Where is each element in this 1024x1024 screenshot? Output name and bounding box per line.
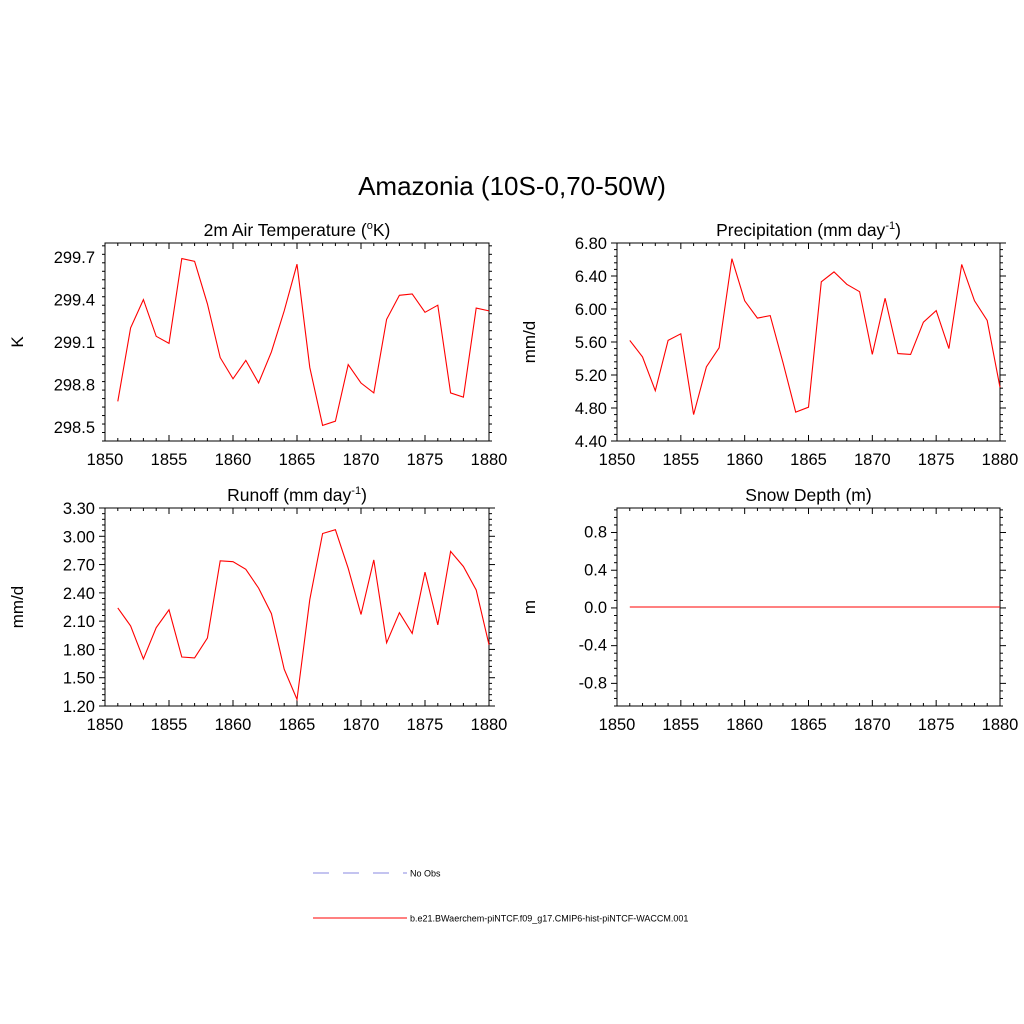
panel-title-end: K) <box>373 220 391 240</box>
x-tick-label: 1855 <box>151 716 188 734</box>
figure-title: Amazonia (10S-0,70-50W) <box>358 171 666 201</box>
y-tick-label: 6.40 <box>575 268 607 286</box>
y-tick-label: 0.0 <box>584 599 607 617</box>
y-tick-label: 299.4 <box>54 292 95 310</box>
y-tick-label: 1.50 <box>63 670 95 688</box>
x-tick-label: 1865 <box>279 716 316 734</box>
panel-top-right: 1850 1855 1860 1865 1870 1875 1880 4.40 4.80 5.20… <box>520 220 1018 469</box>
x-tick-label: 1855 <box>151 451 188 469</box>
legend: No Obs b.e21.BWaerchem-piNTCF.f09_g17.CM… <box>313 869 688 924</box>
y-tick-label: 1.20 <box>63 698 95 716</box>
y-tick-label: 4.40 <box>575 433 607 451</box>
y-tick-label: 3.00 <box>63 528 95 546</box>
x-tick-label: 1880 <box>982 451 1019 469</box>
panel-title: Snow Depth (m) <box>745 485 871 505</box>
y-axis-label: mm/d <box>520 321 539 364</box>
y-axis-label: K <box>8 336 27 348</box>
x-tick-label: 1865 <box>790 451 827 469</box>
x-tick-label: 1865 <box>790 716 827 734</box>
panel-title: 2m Air Temperature (oK) <box>204 220 391 240</box>
x-tick-label: 1860 <box>215 451 252 469</box>
panel-title-end: ) <box>895 220 901 240</box>
plot-frame <box>104 507 490 707</box>
y-tick-label: 2.40 <box>63 585 95 603</box>
panel-title-text: Snow Depth (m) <box>745 485 871 505</box>
x-tick-label: 1875 <box>918 716 955 734</box>
y-axis-label: m <box>520 600 539 614</box>
x-tick-label: 1870 <box>343 716 380 734</box>
y-tick-label: 299.1 <box>54 334 95 352</box>
x-tick-label: 1850 <box>599 716 636 734</box>
y-tick-label: 298.5 <box>54 419 95 437</box>
x-tick-label: 1855 <box>662 451 699 469</box>
y-tick-label: 298.8 <box>54 376 95 394</box>
series-line <box>117 257 490 427</box>
y-tick-label: 2.10 <box>63 613 95 631</box>
panel-title-superscript: -1 <box>351 485 361 497</box>
x-tick-label: 1880 <box>982 716 1019 734</box>
panel-title-superscript: o <box>367 220 373 232</box>
y-tick-label: 5.20 <box>575 367 607 385</box>
y-tick-label: 0.8 <box>584 524 607 542</box>
panel-top-left: 1850 1855 1860 1865 1870 1875 1880 298.5 298.8 29… <box>8 220 507 469</box>
x-tick-label: 1870 <box>854 716 891 734</box>
y-tick-label: 299.7 <box>54 249 95 267</box>
x-tick-label: 1860 <box>215 716 252 734</box>
panel-title: Precipitation (mm day-1) <box>716 220 901 240</box>
x-tick-label: 1850 <box>87 451 124 469</box>
x-tick-label: 1850 <box>87 716 124 734</box>
x-tick-label: 1870 <box>343 451 380 469</box>
plot-frame <box>616 242 1001 442</box>
series-line <box>117 529 490 702</box>
panel-title-text: Precipitation (mm day <box>716 220 885 240</box>
x-tick-label: 1850 <box>599 451 636 469</box>
panels: 1850 1855 1860 1865 1870 1875 1880 298.5 298.8 29… <box>8 220 1018 734</box>
y-tick-label: 6.00 <box>575 301 607 319</box>
panel-title: Runoff (mm day-1) <box>227 485 367 505</box>
y-tick-label: -0.4 <box>579 637 607 655</box>
plot-frame <box>104 242 490 442</box>
x-tick-label: 1875 <box>407 451 444 469</box>
x-tick-label: 1880 <box>471 451 508 469</box>
panel-bottom-left: 1850 1855 1860 1865 1870 1875 1880 1.20 1.50 1.80… <box>8 485 507 734</box>
y-tick-label: 3.30 <box>63 500 95 518</box>
y-tick-label: 1.80 <box>63 641 95 659</box>
x-tick-label: 1860 <box>726 451 763 469</box>
y-tick-label: 6.80 <box>575 235 607 253</box>
x-tick-label: 1865 <box>279 451 316 469</box>
legend-model-label: b.e21.BWaerchem-piNTCF.f09_g17.CMIP6-his… <box>410 914 688 924</box>
x-tick-label: 1875 <box>918 451 955 469</box>
x-tick-label: 1880 <box>471 716 508 734</box>
x-tick-label: 1860 <box>726 716 763 734</box>
panel-title-superscript: -1 <box>885 220 895 232</box>
y-axis-label: mm/d <box>8 586 27 629</box>
series-line <box>629 258 1001 415</box>
panel-bottom-right: 1850 1855 1860 1865 1870 1875 1880 -0.8 -0.4 0.0 0… <box>520 485 1018 734</box>
y-tick-label: 2.70 <box>63 557 95 575</box>
y-tick-label: 0.4 <box>584 561 607 579</box>
y-tick-label: 4.80 <box>575 400 607 418</box>
y-tick-label: 5.60 <box>575 334 607 352</box>
panel-title-end: ) <box>361 485 367 505</box>
y-tick-label: -0.8 <box>579 674 607 692</box>
panel-title-text: Runoff (mm day <box>227 485 351 505</box>
x-tick-label: 1870 <box>854 451 891 469</box>
x-tick-label: 1855 <box>662 716 699 734</box>
x-tick-label: 1875 <box>407 716 444 734</box>
legend-obs-label: No Obs <box>410 869 441 879</box>
panel-title-text: 2m Air Temperature ( <box>204 220 367 240</box>
